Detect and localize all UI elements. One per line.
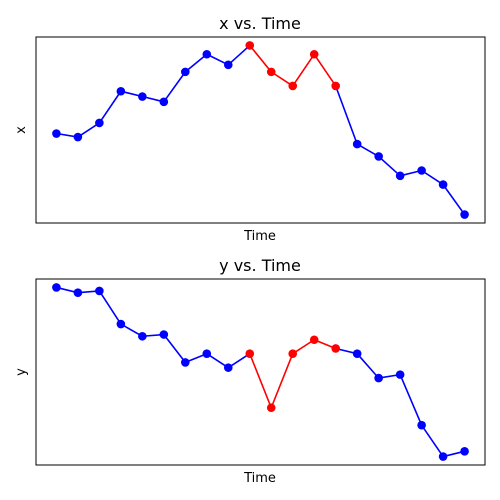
data-point bbox=[181, 358, 190, 367]
highlight-segment bbox=[271, 354, 292, 408]
line-segment bbox=[336, 86, 357, 144]
data-point bbox=[138, 92, 147, 101]
line-segment bbox=[164, 72, 185, 102]
highlight-segment bbox=[293, 54, 314, 86]
line-segment bbox=[400, 375, 421, 426]
line-segment bbox=[164, 335, 185, 363]
data-point bbox=[202, 349, 211, 358]
data-point bbox=[95, 287, 104, 296]
data-point bbox=[117, 320, 126, 329]
data-point bbox=[396, 171, 405, 180]
chart-title: y vs. Time bbox=[219, 256, 301, 275]
data-point bbox=[224, 363, 233, 372]
data-point bbox=[353, 140, 362, 149]
line-segment bbox=[228, 45, 249, 64]
data-point bbox=[417, 166, 426, 175]
highlight-point bbox=[310, 50, 319, 59]
plot-frame bbox=[36, 279, 485, 465]
plot-frame bbox=[36, 37, 485, 223]
data-point bbox=[160, 98, 169, 107]
data-point bbox=[181, 68, 190, 77]
highlight-point bbox=[245, 349, 254, 358]
highlight-point bbox=[331, 344, 340, 353]
line-segment bbox=[379, 156, 400, 175]
highlight-point bbox=[288, 82, 297, 91]
data-point bbox=[460, 447, 469, 456]
data-point bbox=[439, 452, 448, 461]
x-axis-label: Time bbox=[243, 471, 276, 486]
data-point bbox=[52, 283, 61, 292]
highlight-point bbox=[310, 335, 319, 344]
line-segment bbox=[357, 354, 378, 378]
highlight-point bbox=[331, 82, 340, 91]
data-point bbox=[224, 61, 233, 70]
subplot-x-vs-time: x vs. Time Time x bbox=[14, 14, 485, 244]
highlight-point bbox=[267, 68, 276, 77]
highlight-segment bbox=[250, 354, 271, 408]
data-point bbox=[202, 50, 211, 59]
data-point bbox=[74, 133, 83, 142]
data-point bbox=[396, 370, 405, 379]
line-segment bbox=[99, 91, 120, 123]
y-axis-label: y bbox=[14, 368, 29, 376]
data-point bbox=[74, 288, 83, 297]
line-segment bbox=[443, 185, 464, 215]
data-point bbox=[52, 129, 61, 138]
line-segment bbox=[422, 425, 443, 456]
highlight-segment bbox=[250, 45, 271, 71]
data-point bbox=[117, 87, 126, 96]
data-point bbox=[417, 421, 426, 430]
data-point bbox=[439, 180, 448, 189]
chart-title: x vs. Time bbox=[219, 14, 301, 33]
data-point bbox=[460, 210, 469, 219]
plot-area bbox=[52, 41, 469, 219]
line-segment bbox=[99, 291, 120, 324]
highlight-point bbox=[245, 41, 254, 50]
data-point bbox=[374, 152, 383, 161]
y-axis-label: x bbox=[14, 126, 29, 134]
highlight-segment bbox=[314, 54, 335, 86]
highlight-point bbox=[267, 403, 276, 412]
x-axis-label: Time bbox=[243, 229, 276, 244]
data-point bbox=[138, 332, 147, 341]
highlight-point bbox=[288, 349, 297, 358]
subplot-y-vs-time: y vs. Time Time y bbox=[14, 256, 485, 486]
data-point bbox=[95, 119, 104, 128]
data-point bbox=[374, 374, 383, 383]
data-point bbox=[353, 349, 362, 358]
data-point bbox=[160, 330, 169, 339]
plot-area bbox=[52, 283, 469, 461]
